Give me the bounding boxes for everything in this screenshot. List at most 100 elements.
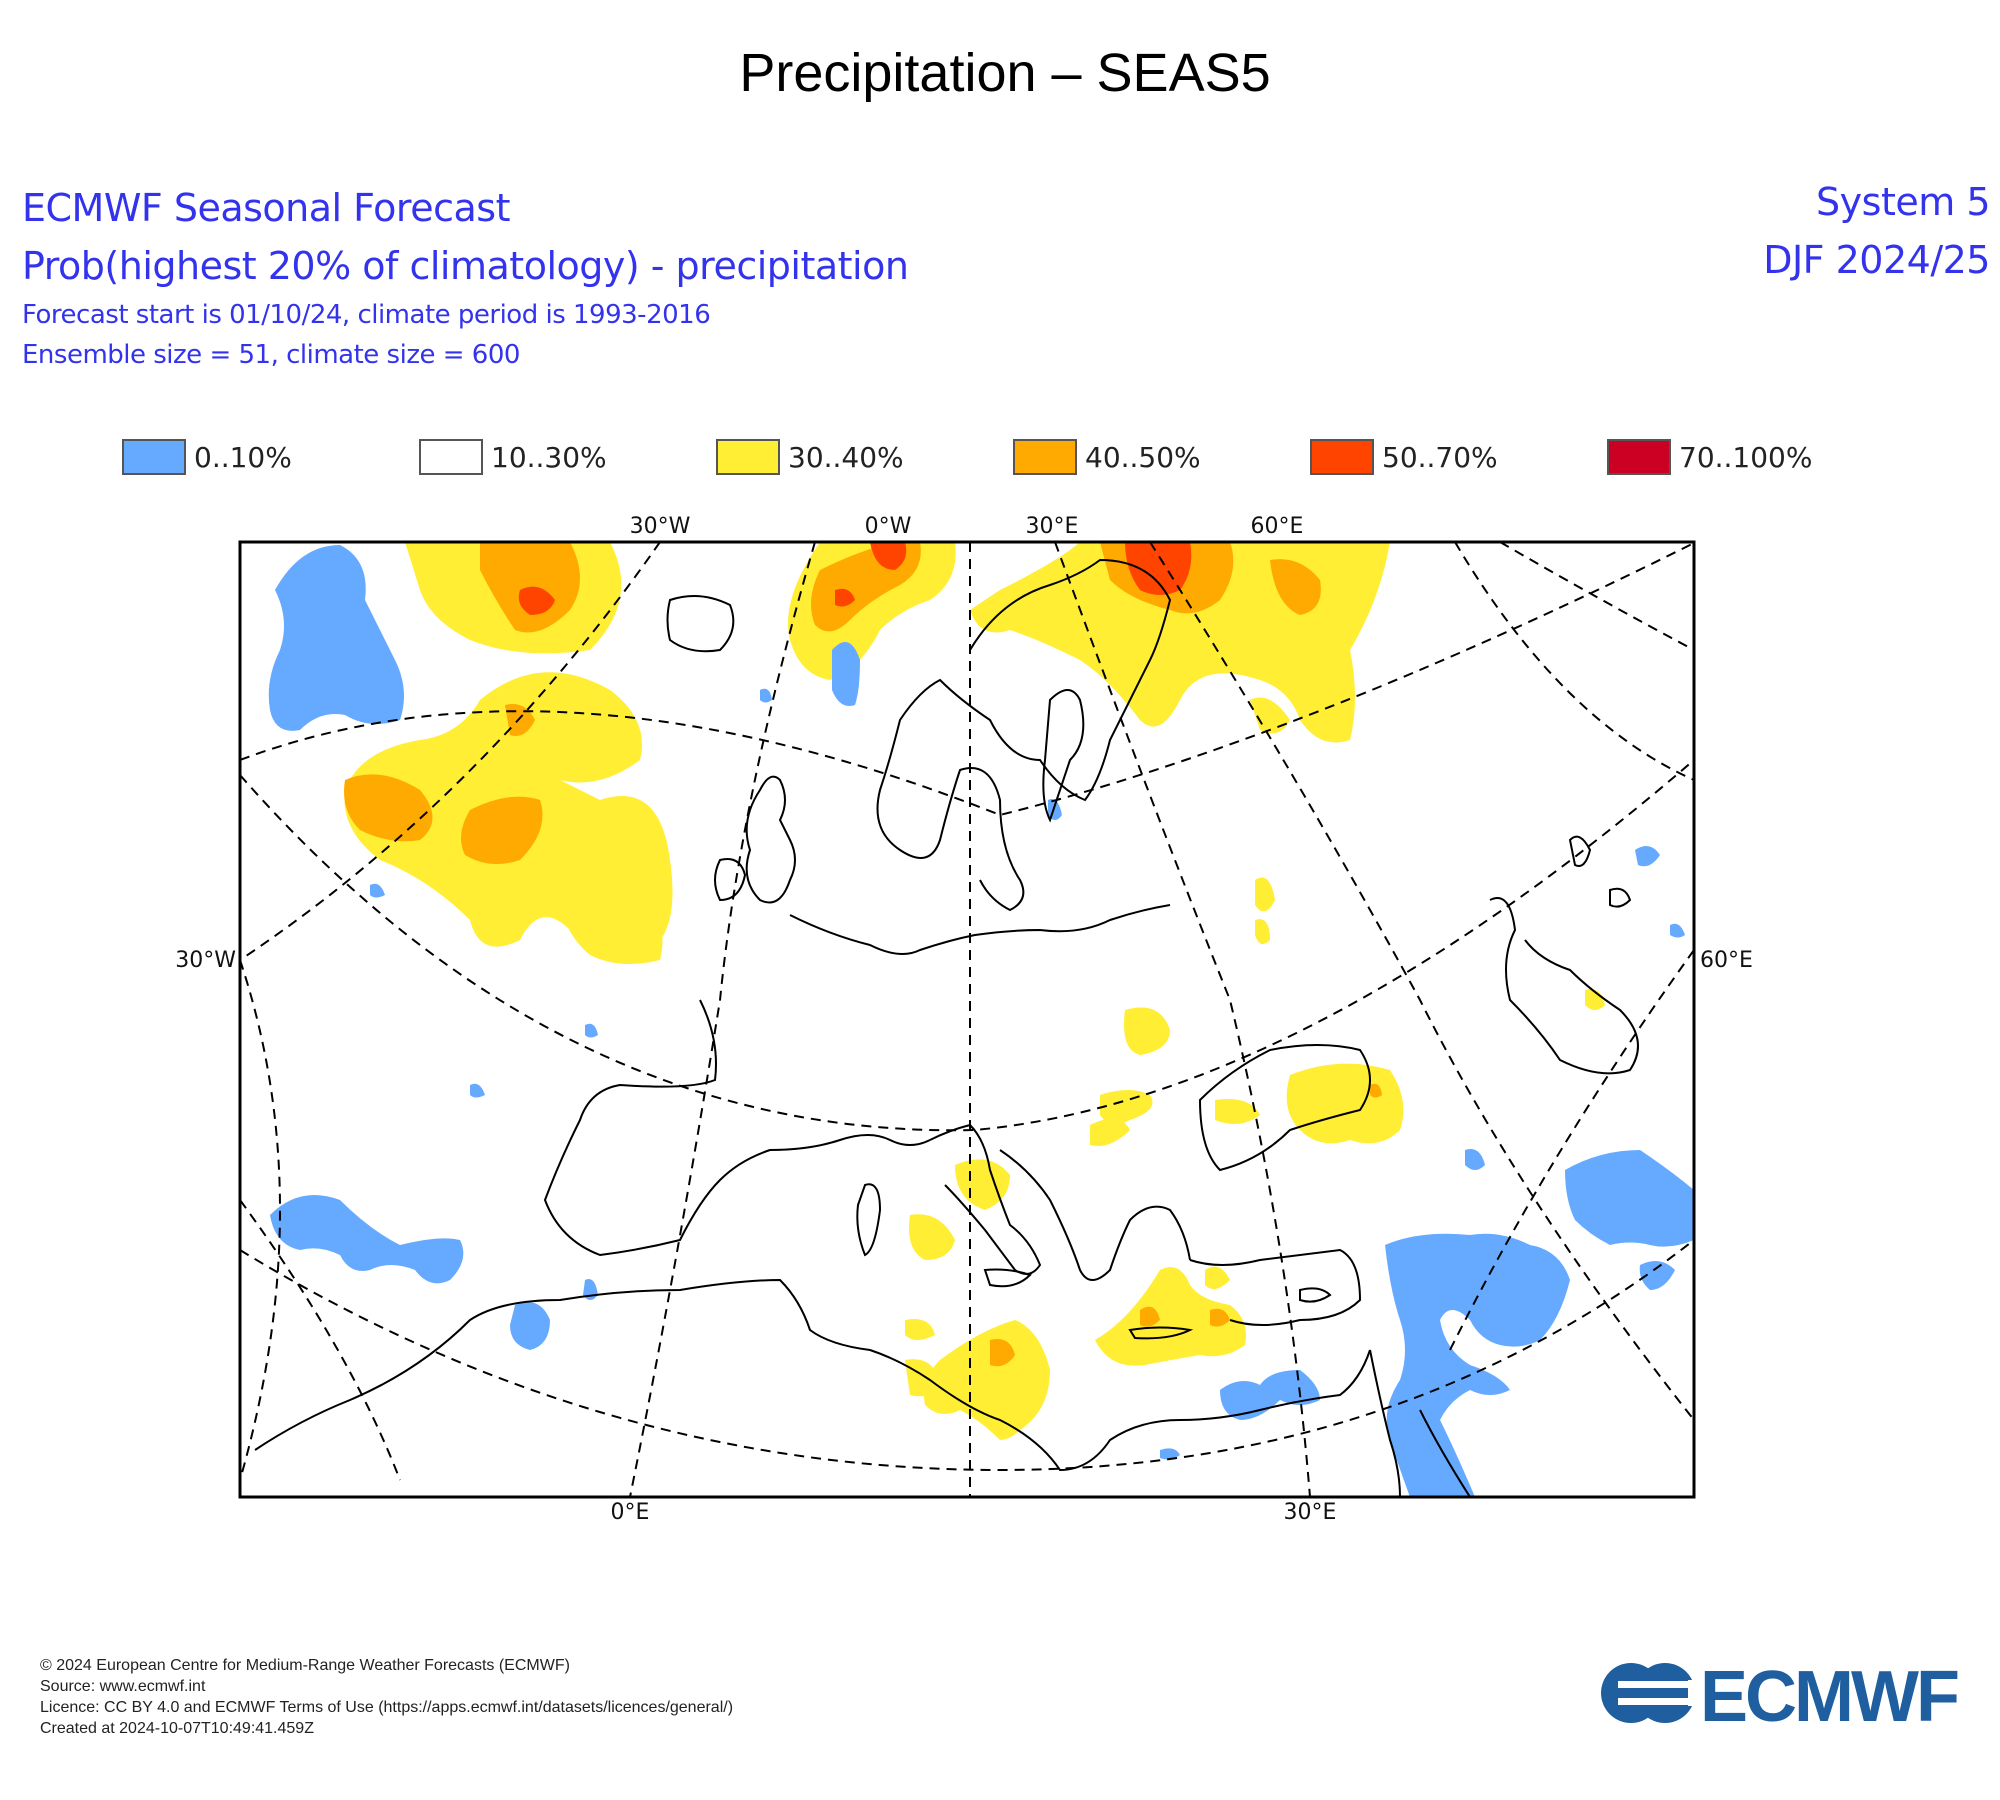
legend-label: 50..70%	[1382, 440, 1498, 474]
tick-top: 30°E	[1026, 514, 1079, 539]
coast-caspian	[1489, 897, 1639, 1075]
parallel-40	[240, 1239, 1694, 1472]
tick-top: 0°W	[865, 514, 912, 539]
legend-label: 10..30%	[491, 440, 607, 474]
prob-50-70-areas	[518, 542, 1192, 615]
area-black-sea-n	[1215, 1099, 1260, 1124]
legend-label: 40..50%	[1085, 440, 1201, 474]
coast-finland-baltic	[1042, 689, 1085, 823]
forecast-variable: Prob(highest 20% of climatology) - preci…	[22, 244, 909, 288]
coast-aral	[1609, 887, 1632, 908]
footer: © 2024 European Centre for Medium-Range …	[40, 1655, 733, 1739]
area-sicily	[905, 1319, 935, 1340]
meridian-30w	[240, 542, 661, 1481]
area-orange-caspian	[1370, 1083, 1382, 1098]
area-blue-caspian	[1465, 1149, 1485, 1170]
area-caspian-east	[1585, 989, 1605, 1010]
coast-uk	[745, 775, 796, 904]
area-blue-arabia-n	[1410, 1419, 1445, 1480]
coast-sardinia	[856, 1183, 882, 1257]
coast-iceland	[666, 595, 735, 653]
legend-item: 50..70%	[1310, 433, 1498, 481]
coast-balkans	[999, 1149, 1191, 1281]
legend-swatch	[1607, 439, 1671, 475]
area-italy-north	[955, 1159, 1010, 1210]
forecast-title: ECMWF Seasonal Forecast	[22, 186, 510, 230]
area-blue-azores	[270, 1195, 464, 1284]
graticule	[240, 542, 1694, 1497]
season-label: DJF 2024/25	[1763, 238, 1990, 282]
legend-label: 70..100%	[1679, 440, 1813, 474]
tick-bottom: 30°E	[1284, 1500, 1337, 1525]
coast-italy	[929, 1123, 1042, 1275]
meridian-0w-a	[629, 542, 816, 1497]
coast-europe	[789, 904, 1171, 955]
area-balkans-east	[1100, 1090, 1153, 1124]
legend-item: 40..50%	[1013, 433, 1201, 481]
tick-bottom: 0°E	[611, 1500, 650, 1525]
coast-north-africa	[254, 1278, 1371, 1472]
legend-swatch	[419, 439, 483, 475]
coastlines	[254, 558, 1639, 1497]
coast-arabia	[1369, 1349, 1471, 1497]
tick-top: 60°E	[1251, 514, 1304, 539]
coast-crete	[1128, 1326, 1194, 1340]
legend-swatch	[122, 439, 186, 475]
meridian-sw	[240, 1199, 401, 1481]
coast-sicily	[983, 1268, 1032, 1288]
coast-france-iberia	[543, 999, 931, 1257]
map-fields	[268, 542, 1694, 1497]
copyright-text: © 2024 European Centre for Medium-Range …	[40, 1657, 570, 1674]
area-romania	[1090, 1118, 1130, 1146]
meridian-30e	[1054, 542, 1311, 1497]
legend: 0..10% 10..30% 30..40% 40..50% 50..70% 7…	[122, 433, 1822, 481]
tick-top: 30°W	[630, 514, 691, 539]
licence-text: Licence: CC BY 4.0 and ECMWF Terms of Us…	[40, 1699, 734, 1716]
coast-novaya	[1568, 835, 1592, 867]
area-blue-atlantic-2	[585, 1023, 598, 1038]
area-central-russia	[1255, 877, 1275, 912]
coast-cyprus	[1299, 1287, 1332, 1303]
coast-black-sea	[1198, 1044, 1371, 1172]
area-blue-caspian-se	[1639, 1261, 1675, 1290]
area-red-atlantic	[518, 586, 555, 615]
area-libya-west	[905, 1359, 940, 1397]
tick-labels: 30°W 0°W 30°E 60°E 30°W 60°E 0°E 30°E	[175, 514, 1753, 1525]
legend-item: 10..30%	[419, 433, 607, 481]
ecmwf-logo-icon	[1601, 1663, 1698, 1723]
area-orange-atlantic-e	[461, 796, 543, 864]
area-red-scand	[1125, 542, 1192, 595]
area-blue-iceland-s	[760, 688, 772, 703]
page-title: Precipitation – SEAS5	[739, 43, 1271, 103]
area-blue-east-1	[1670, 923, 1685, 938]
map-frame	[238, 540, 1696, 1499]
area-red-norway-sea	[870, 542, 907, 570]
ecmwf-logo: ECMWF	[1598, 1657, 1978, 1737]
coast-turkey	[1189, 1248, 1362, 1326]
legend-label: 30..40%	[788, 440, 904, 474]
parallel-60	[240, 759, 1694, 1132]
area-atlantic-uk	[560, 886, 663, 964]
legend-swatch	[716, 439, 780, 475]
prob-0-10-areas	[268, 545, 1694, 1497]
legend-item: 30..40%	[716, 433, 904, 481]
area-blue-atlantic-3	[470, 1083, 485, 1098]
area-tyrrhenian	[909, 1214, 955, 1260]
coast-ireland	[714, 858, 747, 902]
area-blue-iberia-w	[510, 1302, 550, 1350]
legend-label: 0..10%	[194, 440, 292, 474]
area-russia-2	[1255, 919, 1270, 944]
area-red-norway-2	[835, 588, 855, 607]
area-turkey-west	[1205, 1266, 1230, 1289]
area-caspian-north	[1286, 1063, 1404, 1144]
meridian-ne	[1454, 542, 1694, 781]
legend-swatch	[1013, 439, 1077, 475]
area-orange-atlantic-w	[344, 774, 433, 842]
area-blue-egypt	[1220, 1370, 1320, 1420]
area-blue-med-s	[1160, 1448, 1180, 1460]
meridian-se-2	[1449, 949, 1694, 1351]
created-text: Created at 2024-10-07T10:49:41.459Z	[40, 1720, 314, 1737]
area-blue-atlantic-1	[370, 883, 385, 898]
area-greece-aegean	[1095, 1267, 1246, 1366]
